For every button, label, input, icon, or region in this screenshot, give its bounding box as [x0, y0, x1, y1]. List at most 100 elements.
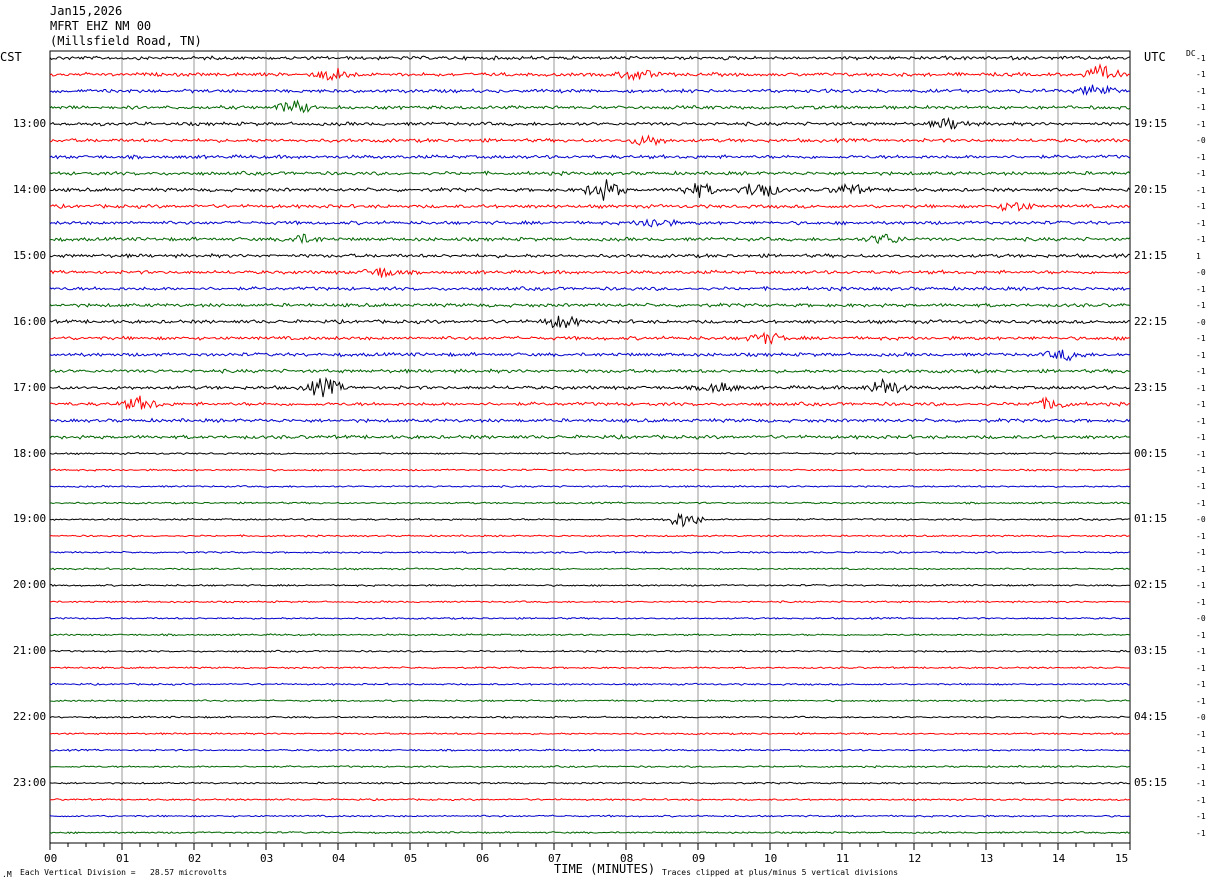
trace-line — [49, 179, 1131, 201]
trace-line — [49, 63, 1131, 82]
dc-offset-label: -1 — [1196, 597, 1206, 607]
header-location: (Millsfield Road, TN) — [50, 34, 202, 48]
trace-line — [50, 699, 1131, 703]
trace-line — [49, 484, 1131, 489]
x-tick-label: 03 — [260, 852, 274, 865]
trace-line — [49, 550, 1131, 554]
left-hour-label: 16:00 — [13, 314, 47, 328]
dc-offset-label: -1 — [1196, 301, 1206, 311]
time-axis — [49, 843, 1131, 850]
dc-offset-label: -0 — [1196, 713, 1206, 723]
trace-line — [49, 134, 1131, 147]
trace-line — [49, 583, 1131, 587]
dc-offset-label: -1 — [1196, 630, 1206, 640]
x-tick-label: 10 — [764, 852, 778, 865]
trace-line — [49, 567, 1131, 571]
dc-offset-label: -1 — [1196, 284, 1206, 294]
corner-mark: .M — [2, 870, 12, 879]
left-timezone: CST — [0, 50, 22, 64]
x-axis-title: TIME (MINUTES) — [554, 862, 656, 876]
trace-line — [49, 633, 1131, 637]
right-hour-label: 22:15 — [1134, 314, 1168, 328]
trace-line — [49, 349, 1131, 362]
dc-offset-label: -1 — [1196, 383, 1206, 393]
x-tick-label: 04 — [332, 852, 346, 865]
left-hour-label: 15:00 — [13, 248, 47, 262]
trace-line — [49, 331, 1131, 345]
dc-offset-label: -1 — [1196, 103, 1206, 113]
dc-offset-label: -1 — [1196, 119, 1206, 129]
trace-line — [49, 830, 1131, 835]
trace-line — [49, 451, 1131, 456]
right-hour-label: 21:15 — [1134, 248, 1168, 262]
trace-line — [49, 395, 1131, 411]
trace-line — [49, 468, 1131, 472]
dc-offset-label: -0 — [1196, 515, 1206, 525]
trace-line — [49, 748, 1131, 752]
left-hour-label: 13:00 — [13, 116, 47, 130]
right-hour-label: 05:15 — [1134, 776, 1168, 790]
left-hour-label: 17:00 — [13, 380, 47, 394]
left-hour-label: 20:00 — [13, 578, 47, 592]
dc-label: DC — [1186, 49, 1196, 58]
trace-line — [49, 376, 1131, 398]
x-tick-label: 09 — [692, 852, 706, 865]
trace-line — [49, 649, 1131, 653]
dc-offset-label: -1 — [1196, 581, 1206, 591]
right-timezone: UTC — [1144, 50, 1166, 64]
dc-offset-label: -1 — [1196, 828, 1206, 838]
dc-offset-label: -1 — [1196, 564, 1206, 574]
dc-offset-label: -1 — [1196, 466, 1206, 475]
right-hour-label: 20:15 — [1134, 182, 1168, 196]
dc-offset-label: -1 — [1196, 548, 1206, 558]
trace-line — [49, 252, 1131, 259]
right-hour-label: 23:15 — [1134, 380, 1168, 394]
dc-offset-label: -1 — [1196, 334, 1206, 344]
trace-line — [49, 417, 1131, 424]
trace-line — [49, 315, 1131, 329]
dc-offset-label: -1 — [1196, 152, 1206, 162]
trace-line — [49, 267, 1131, 278]
trace-line — [49, 715, 1131, 719]
trace-line — [49, 218, 1131, 228]
dc-offset-label: -1 — [1196, 531, 1206, 541]
dc-offset-label: -1 — [1196, 680, 1206, 690]
x-tick-label: 00 — [44, 852, 58, 865]
trace-line — [49, 55, 1131, 62]
trace-line — [49, 534, 1131, 538]
dc-offset-label: -1 — [1196, 54, 1206, 63]
x-tick-label: 11 — [836, 852, 850, 865]
trace-line — [49, 682, 1131, 686]
dc-offset-label: -1 — [1196, 218, 1206, 228]
x-tick-label: 15 — [1115, 852, 1129, 865]
dc-offset-label: -1 — [1196, 433, 1206, 443]
trace-line — [49, 797, 1131, 802]
clip-note: Traces clipped at plus/minus 5 vertical … — [662, 868, 899, 877]
left-hour-label: 18:00 — [13, 446, 47, 460]
dc-offset-label: -1 — [1196, 169, 1206, 179]
trace-line — [49, 233, 1131, 245]
dc-offset-label: -1 — [1196, 795, 1206, 805]
header-station: MFRT EHZ NM 00 — [50, 19, 152, 33]
dc-offset-label: -1 — [1196, 449, 1206, 459]
dc-offset-label: -0 — [1196, 317, 1206, 327]
trace-line — [50, 666, 1131, 670]
trace-line — [49, 732, 1131, 736]
trace-line — [49, 285, 1131, 292]
dc-offset-label: -1 — [1196, 663, 1206, 673]
x-tick-label: 02 — [188, 852, 202, 865]
dc-offset-label: -1 — [1196, 235, 1206, 245]
trace-line — [49, 84, 1131, 96]
right-hour-label: 01:15 — [1134, 512, 1168, 526]
dc-offset-label: -1 — [1196, 202, 1206, 212]
left-hour-label: 23:00 — [13, 776, 47, 790]
x-tick-label: 14 — [1052, 852, 1066, 865]
x-tick-label: 05 — [404, 852, 418, 865]
dc-offset-label: -1 — [1196, 416, 1206, 426]
x-tick-label: 12 — [908, 852, 922, 865]
trace-group — [49, 55, 1131, 835]
right-hour-label: 02:15 — [1134, 578, 1168, 592]
dc-offset-label: -1 — [1196, 350, 1206, 360]
left-hour-label: 14:00 — [13, 182, 47, 196]
